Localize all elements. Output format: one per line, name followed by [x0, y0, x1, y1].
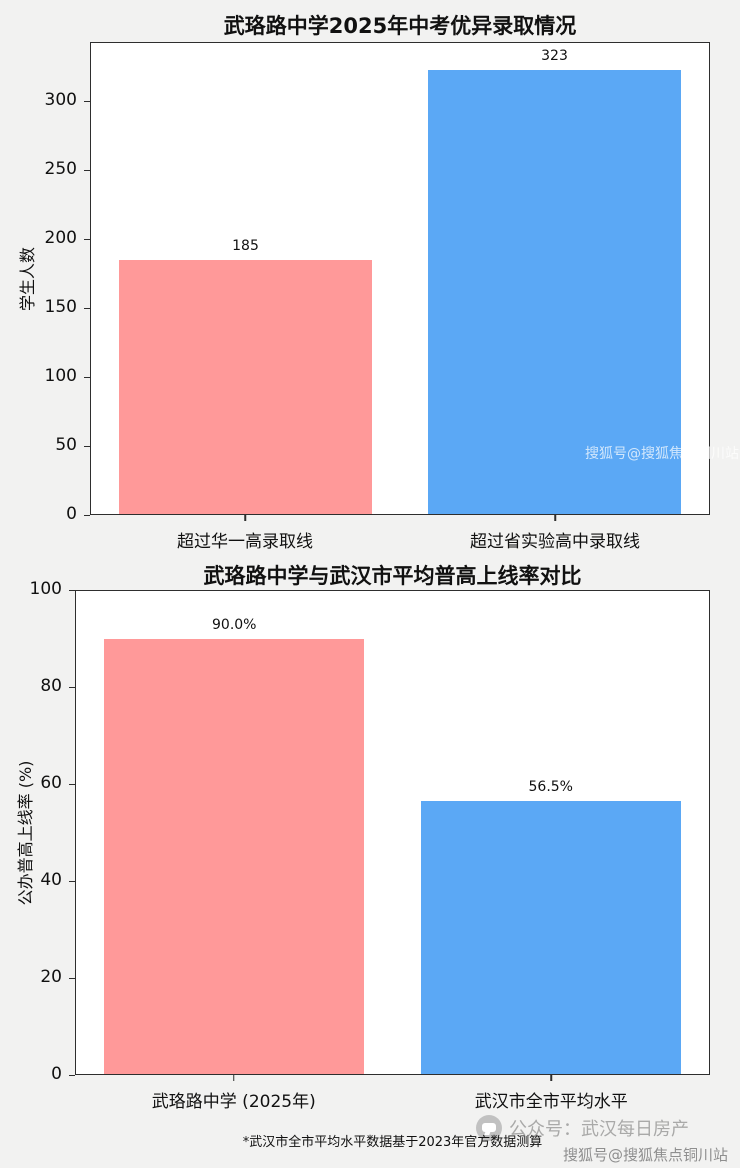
- bar: [427, 70, 682, 514]
- y-tick-label: 20: [40, 967, 62, 987]
- chart-title: 武珞路中学与武汉市平均普高上线率对比: [203, 564, 582, 588]
- y-tick-mark: [84, 169, 90, 172]
- watermark-bottom-right: 搜狐号@搜狐焦点铜川站: [563, 1146, 729, 1164]
- y-tick-mark: [84, 376, 90, 379]
- y-tick-mark: [84, 514, 90, 516]
- x-tick-mark: [550, 1075, 552, 1081]
- y-tick-label: 300: [44, 90, 77, 111]
- y-tick-label: 0: [66, 504, 77, 524]
- x-tick-label: 超过华一高录取线: [177, 532, 313, 552]
- y-tick-mark: [69, 589, 75, 591]
- y-tick-label: 60: [40, 773, 62, 793]
- bar-value-label: 56.5%: [528, 779, 573, 796]
- chart-footnote: *武汉市全市平均水平数据基于2023年官方数据测算: [242, 1135, 543, 1150]
- watermark-bottom-center: 公众号：武汉每日房产: [476, 1114, 689, 1142]
- bar-value-label: 323: [541, 48, 568, 65]
- bar-value-label: 90.0%: [212, 617, 257, 634]
- bar: [118, 259, 373, 514]
- watermark-mid-right: 搜狐号@搜狐焦点铜川站: [585, 446, 739, 462]
- bar: [104, 639, 364, 1074]
- y-tick-mark: [69, 977, 75, 979]
- y-axis-ticks: 0 20 40 60 80 100: [0, 581, 75, 1083]
- x-axis-ticks: 武珞路中学 (2025年) 武汉市全市平均水平: [75, 1075, 710, 1121]
- y-tick-label: 0: [51, 1064, 62, 1084]
- x-tick-mark: [233, 1075, 235, 1081]
- y-tick-mark: [84, 238, 90, 241]
- x-tick-label: 武汉市全市平均水平: [474, 1092, 628, 1112]
- chart-title: 武珞路中学2025年中考优异录取情况: [223, 14, 577, 38]
- y-tick-label: 80: [40, 676, 62, 696]
- x-tick-mark: [244, 515, 246, 521]
- chat-bubble-icon: [476, 1115, 502, 1141]
- y-tick-label: 40: [40, 870, 62, 890]
- y-tick-mark: [84, 307, 90, 310]
- y-tick-label: 150: [44, 297, 77, 318]
- y-tick-mark: [69, 686, 75, 688]
- x-tick-mark: [554, 515, 556, 521]
- x-tick-label: 武珞路中学 (2025年): [151, 1092, 316, 1112]
- bar-value-label: 185: [232, 237, 259, 254]
- y-tick-mark: [84, 445, 90, 448]
- y-tick-label: 200: [44, 228, 77, 249]
- plot-area: 185 323: [90, 42, 710, 515]
- y-tick-mark: [84, 100, 90, 103]
- y-tick-mark: [69, 783, 75, 785]
- y-tick-label: 250: [44, 159, 77, 180]
- bar: [420, 801, 681, 1074]
- y-tick-mark: [69, 880, 75, 882]
- y-axis-ticks: 0 50 100 150 200 250 300: [0, 42, 90, 523]
- x-axis-ticks: 超过华一高录取线 超过省实验高中录取线: [90, 515, 710, 561]
- x-tick-label: 超过省实验高中录取线: [470, 532, 640, 552]
- y-tick-mark: [69, 1074, 75, 1076]
- watermark-bottom-center-label: 公众号：武汉每日房产: [509, 1119, 689, 1140]
- y-tick-label: 100: [44, 366, 77, 387]
- y-tick-label: 100: [29, 579, 62, 599]
- y-tick-label: 50: [55, 435, 77, 456]
- plot-area: 90.0% 56.5%: [75, 590, 710, 1075]
